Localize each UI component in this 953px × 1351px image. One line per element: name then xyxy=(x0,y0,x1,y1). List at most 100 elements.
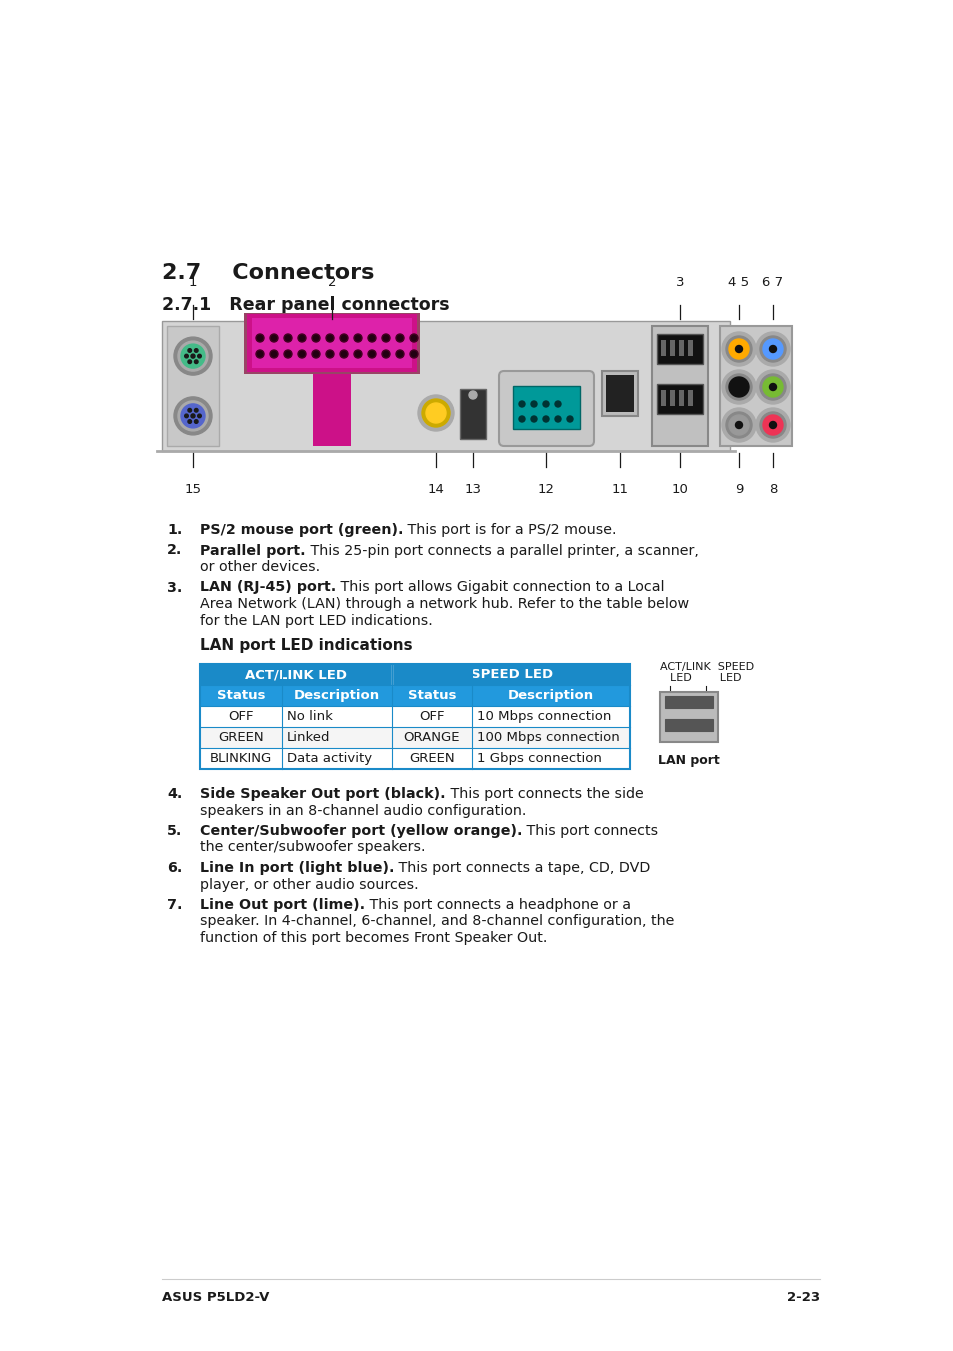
Text: 12: 12 xyxy=(537,484,555,496)
Text: ACT/LINK  SPEED: ACT/LINK SPEED xyxy=(659,662,753,671)
Circle shape xyxy=(397,335,402,340)
Text: 9: 9 xyxy=(734,484,742,496)
Text: ACT/LINK LED: ACT/LINK LED xyxy=(245,667,347,681)
Circle shape xyxy=(312,350,319,358)
Text: Area Network (LAN) through a network hub. Refer to the table below: Area Network (LAN) through a network hub… xyxy=(200,597,688,611)
Text: player, or other audio sources.: player, or other audio sources. xyxy=(200,878,418,892)
Circle shape xyxy=(383,351,388,357)
Circle shape xyxy=(188,359,192,363)
Circle shape xyxy=(410,350,417,358)
Circle shape xyxy=(395,350,403,358)
Circle shape xyxy=(197,415,201,417)
Bar xyxy=(200,685,629,707)
Circle shape xyxy=(542,401,548,407)
Text: This port is for a PS/2 mouse.: This port is for a PS/2 mouse. xyxy=(403,523,617,536)
Text: Line Out port (lime).: Line Out port (lime). xyxy=(200,898,365,912)
Circle shape xyxy=(299,335,304,340)
Circle shape xyxy=(566,416,573,422)
Circle shape xyxy=(411,351,416,357)
Text: 10 Mbps connection: 10 Mbps connection xyxy=(476,711,611,723)
Circle shape xyxy=(178,401,208,431)
Circle shape xyxy=(355,351,360,357)
Text: This port connects: This port connects xyxy=(522,824,658,838)
Circle shape xyxy=(181,345,205,367)
Text: This port connects a headphone or a: This port connects a headphone or a xyxy=(365,898,631,912)
Text: 14: 14 xyxy=(427,484,444,496)
Bar xyxy=(162,322,729,451)
Text: 2: 2 xyxy=(328,276,335,289)
FancyBboxPatch shape xyxy=(498,372,594,446)
Bar xyxy=(244,313,419,374)
Text: SPEED LED: SPEED LED xyxy=(471,667,553,681)
Circle shape xyxy=(369,351,375,357)
Circle shape xyxy=(194,420,198,423)
Text: 1: 1 xyxy=(189,276,197,289)
Circle shape xyxy=(426,403,446,423)
Circle shape xyxy=(257,351,262,357)
Circle shape xyxy=(728,339,748,359)
Circle shape xyxy=(341,335,346,340)
Text: 10: 10 xyxy=(671,484,688,496)
Bar xyxy=(720,326,791,446)
Circle shape xyxy=(285,335,291,340)
Circle shape xyxy=(339,350,348,358)
Text: Description: Description xyxy=(294,689,379,703)
Circle shape xyxy=(769,346,776,353)
Bar xyxy=(601,372,638,416)
Circle shape xyxy=(555,416,560,422)
Bar xyxy=(669,340,675,357)
Circle shape xyxy=(284,350,292,358)
Circle shape xyxy=(762,339,782,359)
Text: 6 7: 6 7 xyxy=(761,276,782,289)
Circle shape xyxy=(299,351,304,357)
Text: 2-23: 2-23 xyxy=(786,1292,820,1304)
Circle shape xyxy=(173,338,212,376)
Text: GREEN: GREEN xyxy=(409,753,455,765)
Circle shape xyxy=(369,335,375,340)
Text: Center/Subwoofer port (yellow orange).: Center/Subwoofer port (yellow orange). xyxy=(200,824,522,838)
Text: Data activity: Data activity xyxy=(287,753,372,765)
Circle shape xyxy=(178,340,208,372)
Circle shape xyxy=(188,408,192,412)
Text: 4 5: 4 5 xyxy=(728,276,749,289)
Circle shape xyxy=(188,349,192,353)
Circle shape xyxy=(255,350,264,358)
Circle shape xyxy=(185,415,188,417)
Circle shape xyxy=(368,334,375,342)
Circle shape xyxy=(518,416,524,422)
Text: for the LAN port LED indications.: for the LAN port LED indications. xyxy=(200,613,433,627)
Text: Side Speaker Out port (black).: Side Speaker Out port (black). xyxy=(200,788,445,801)
Text: PS/2 mouse port (green).: PS/2 mouse port (green). xyxy=(200,523,403,536)
Bar xyxy=(659,692,718,742)
Text: 7.: 7. xyxy=(167,898,182,912)
Text: 100 Mbps connection: 100 Mbps connection xyxy=(476,731,619,744)
Circle shape xyxy=(297,350,306,358)
Circle shape xyxy=(542,416,548,422)
Circle shape xyxy=(469,390,476,399)
Bar xyxy=(605,376,634,412)
Circle shape xyxy=(354,334,361,342)
Text: 11: 11 xyxy=(611,484,628,496)
Circle shape xyxy=(735,422,741,428)
Circle shape xyxy=(181,404,205,428)
Circle shape xyxy=(197,354,201,358)
Circle shape xyxy=(755,370,789,404)
Circle shape xyxy=(191,354,194,358)
Bar xyxy=(669,390,675,407)
Bar xyxy=(651,326,707,446)
Circle shape xyxy=(725,374,751,400)
Text: ASUS P5LD2-V: ASUS P5LD2-V xyxy=(162,1292,269,1304)
Text: 3: 3 xyxy=(675,276,683,289)
Text: Status: Status xyxy=(216,689,265,703)
Circle shape xyxy=(769,384,776,390)
Bar xyxy=(687,340,692,357)
Text: 2.: 2. xyxy=(167,543,182,558)
Text: 2.7    Connectors: 2.7 Connectors xyxy=(162,263,374,282)
Circle shape xyxy=(314,351,318,357)
Circle shape xyxy=(395,334,403,342)
Circle shape xyxy=(355,335,360,340)
Circle shape xyxy=(755,332,789,366)
Circle shape xyxy=(760,336,785,362)
Circle shape xyxy=(368,350,375,358)
Bar xyxy=(167,326,219,446)
